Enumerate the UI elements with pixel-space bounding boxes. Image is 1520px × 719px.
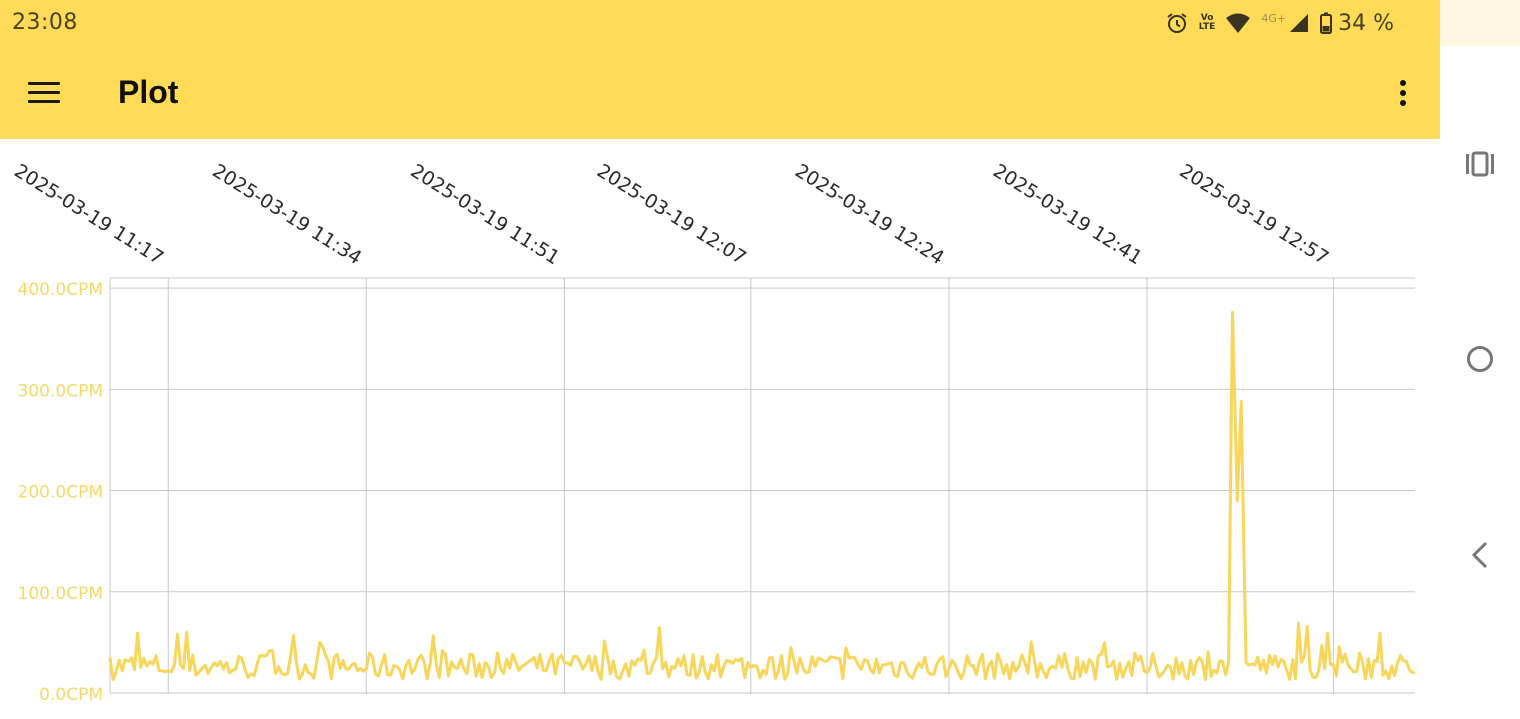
x-tick-label: 2025-03-19 12:24 xyxy=(791,160,948,269)
hamburger-menu-icon[interactable] xyxy=(22,72,66,116)
cpm-line-chart: 0.0CPM 100.0CPM 200.0CPM 300.0CPM 400.0CPM 2… xyxy=(0,139,1440,719)
network-type-label: 4G+ xyxy=(1261,12,1286,25)
y-tick-label: 300.0CPM xyxy=(18,381,103,401)
x-tick-label: 2025-03-19 11:51 xyxy=(407,160,564,269)
x-tick-label: 2025-03-19 12:41 xyxy=(989,160,1146,269)
back-icon[interactable] xyxy=(1460,535,1500,575)
x-tick-label: 2025-03-19 12:57 xyxy=(1176,160,1333,269)
recent-apps-icon[interactable] xyxy=(1460,144,1500,184)
more-vert-icon[interactable] xyxy=(1386,74,1422,114)
status-time: 23:08 xyxy=(12,10,78,35)
signal-icon xyxy=(1288,12,1310,34)
status-icons: Vo LTE 4G+ 34 % xyxy=(1165,8,1394,38)
volte-label-bottom: LTE xyxy=(1199,23,1216,32)
battery-icon xyxy=(1320,12,1332,34)
x-tick-label: 2025-03-19 11:34 xyxy=(208,160,365,269)
alarm-icon xyxy=(1165,11,1189,35)
battery-percentage: 34 % xyxy=(1338,11,1394,36)
home-icon[interactable] xyxy=(1460,339,1500,379)
app-bar: Plot xyxy=(0,46,1440,139)
y-tick-label: 0.0CPM xyxy=(39,685,103,705)
wifi-icon xyxy=(1225,12,1251,34)
y-tick-label: 100.0CPM xyxy=(18,584,103,604)
volte-icon: Vo LTE xyxy=(1199,14,1216,32)
nav-bar-tint xyxy=(1440,0,1520,46)
series-line xyxy=(110,312,1415,679)
y-axis-labels: 0.0CPM 100.0CPM 200.0CPM 300.0CPM 400.0CPM xyxy=(18,280,103,705)
page-title: Plot xyxy=(118,74,178,111)
x-tick-label: 2025-03-19 12:07 xyxy=(593,160,750,269)
grid xyxy=(110,278,1415,694)
y-tick-label: 200.0CPM xyxy=(18,483,103,503)
x-axis-labels: 2025-03-19 11:17 2025-03-19 11:34 2025-03-… xyxy=(10,160,1332,269)
series-layer xyxy=(110,312,1415,679)
x-tick-label: 2025-03-19 11:17 xyxy=(10,160,167,269)
status-bar: 23:08 Vo LTE 4G+ 34 % xyxy=(0,0,1440,46)
navigation-bar xyxy=(1440,0,1520,719)
y-tick-label: 400.0CPM xyxy=(18,280,103,300)
